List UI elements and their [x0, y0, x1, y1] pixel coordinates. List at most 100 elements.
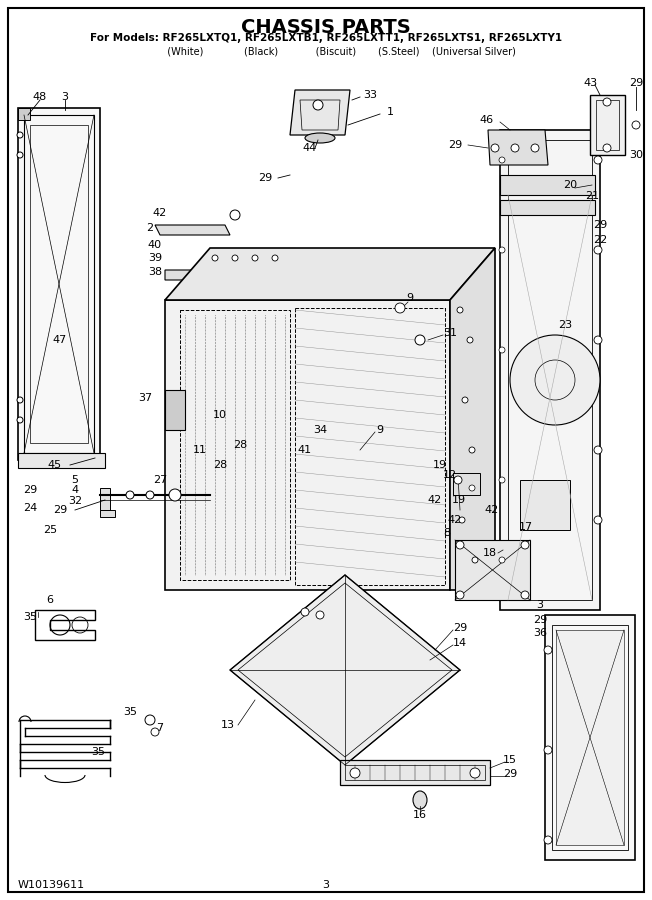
Text: 45: 45 — [48, 460, 62, 470]
Circle shape — [521, 541, 529, 549]
Circle shape — [531, 144, 539, 152]
Text: 29: 29 — [503, 769, 517, 779]
Ellipse shape — [413, 791, 427, 809]
Circle shape — [230, 210, 240, 220]
Polygon shape — [520, 480, 570, 530]
Text: 29: 29 — [593, 220, 607, 230]
Text: 3: 3 — [61, 92, 68, 102]
Text: 31: 31 — [443, 328, 457, 338]
Text: 9: 9 — [376, 425, 383, 435]
Text: 27: 27 — [153, 475, 167, 485]
Text: 10: 10 — [213, 410, 227, 420]
Circle shape — [169, 489, 181, 501]
Text: 37: 37 — [138, 393, 152, 403]
Circle shape — [499, 477, 505, 483]
Text: 28: 28 — [233, 440, 247, 450]
Text: (White)             (Black)            (Biscuit)       (S.Steel)    (Universal S: (White) (Black) (Biscuit) (S.Steel) (Uni… — [136, 46, 516, 56]
Text: 39: 39 — [148, 253, 162, 263]
Text: 44: 44 — [303, 143, 317, 153]
Text: 48: 48 — [33, 92, 47, 102]
Text: 3: 3 — [323, 880, 329, 890]
Text: 12: 12 — [443, 470, 457, 480]
Text: 29: 29 — [533, 615, 547, 625]
Text: 33: 33 — [363, 90, 377, 100]
Text: 21: 21 — [585, 191, 599, 201]
Circle shape — [510, 335, 600, 425]
Circle shape — [145, 715, 155, 725]
Text: 35: 35 — [123, 707, 137, 717]
Circle shape — [212, 255, 218, 261]
Polygon shape — [340, 760, 490, 785]
Circle shape — [594, 516, 602, 524]
Text: W10139611: W10139611 — [18, 880, 85, 890]
Polygon shape — [230, 575, 460, 765]
Circle shape — [252, 255, 258, 261]
Circle shape — [459, 517, 465, 523]
Text: 1: 1 — [387, 107, 394, 117]
Text: 14: 14 — [453, 638, 467, 648]
Text: 13: 13 — [221, 720, 235, 730]
Polygon shape — [18, 453, 105, 468]
Text: 32: 32 — [68, 496, 82, 506]
Text: 43: 43 — [583, 78, 597, 88]
Circle shape — [272, 255, 278, 261]
Circle shape — [462, 397, 468, 403]
Circle shape — [146, 491, 154, 499]
Circle shape — [469, 447, 475, 453]
Text: 25: 25 — [43, 525, 57, 535]
Polygon shape — [100, 488, 110, 510]
Circle shape — [301, 608, 309, 616]
Circle shape — [17, 152, 23, 158]
Polygon shape — [500, 130, 600, 610]
Ellipse shape — [305, 133, 335, 143]
Text: 35: 35 — [91, 747, 105, 757]
Text: 6: 6 — [46, 595, 53, 605]
Text: 20: 20 — [563, 180, 577, 190]
Text: 36: 36 — [533, 628, 547, 638]
Circle shape — [544, 646, 552, 654]
Text: 16: 16 — [413, 810, 427, 820]
Polygon shape — [556, 630, 624, 845]
Text: 42: 42 — [448, 515, 462, 525]
Text: 19: 19 — [433, 460, 447, 470]
Polygon shape — [18, 108, 30, 120]
Circle shape — [499, 157, 505, 163]
Circle shape — [470, 768, 480, 778]
Circle shape — [151, 728, 159, 736]
Circle shape — [316, 611, 324, 619]
Text: 46: 46 — [480, 115, 494, 125]
Polygon shape — [488, 130, 548, 165]
Polygon shape — [100, 510, 115, 517]
Circle shape — [456, 541, 464, 549]
Text: 34: 34 — [313, 425, 327, 435]
Circle shape — [17, 417, 23, 423]
Text: 22: 22 — [593, 235, 607, 245]
Text: 40: 40 — [148, 240, 162, 250]
Circle shape — [594, 336, 602, 344]
Text: 47: 47 — [53, 335, 67, 345]
Circle shape — [632, 121, 640, 129]
Circle shape — [499, 347, 505, 353]
Circle shape — [454, 476, 462, 484]
Text: 29: 29 — [453, 623, 467, 633]
Circle shape — [17, 132, 23, 138]
Text: 23: 23 — [558, 320, 572, 330]
Circle shape — [457, 307, 463, 313]
Text: 41: 41 — [298, 445, 312, 455]
Polygon shape — [155, 225, 230, 235]
Text: 17: 17 — [519, 522, 533, 532]
Polygon shape — [500, 175, 595, 195]
Text: 18: 18 — [483, 548, 497, 558]
Circle shape — [350, 768, 360, 778]
Text: 4: 4 — [72, 485, 78, 495]
Text: 29: 29 — [53, 505, 67, 515]
Text: 24: 24 — [23, 503, 37, 513]
Polygon shape — [165, 248, 495, 300]
Polygon shape — [165, 300, 450, 590]
Circle shape — [603, 144, 611, 152]
Polygon shape — [290, 90, 350, 135]
Circle shape — [467, 337, 473, 343]
Polygon shape — [165, 270, 245, 280]
Text: 35: 35 — [23, 612, 37, 622]
Circle shape — [456, 591, 464, 599]
